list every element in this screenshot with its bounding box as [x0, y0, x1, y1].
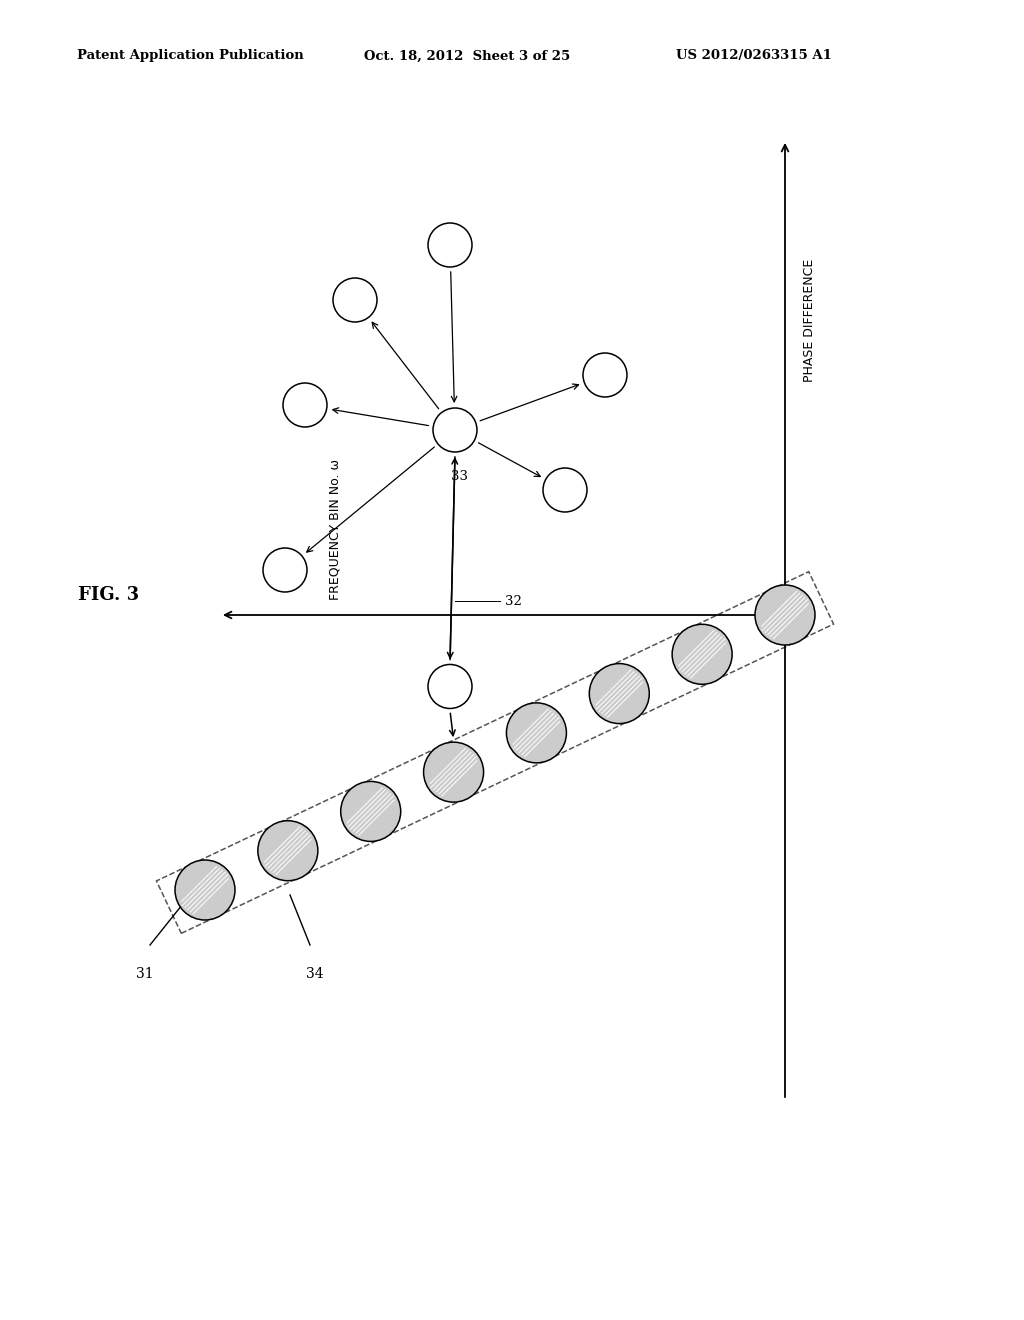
Circle shape [263, 548, 307, 591]
Text: PHASE DIFFERENCE: PHASE DIFFERENCE [803, 259, 816, 381]
Circle shape [672, 624, 732, 684]
Circle shape [333, 279, 377, 322]
Circle shape [589, 664, 649, 723]
Circle shape [283, 383, 327, 426]
Circle shape [583, 352, 627, 397]
Circle shape [755, 585, 815, 645]
Text: 34: 34 [306, 968, 324, 981]
Circle shape [341, 781, 400, 841]
Text: US 2012/0263315 A1: US 2012/0263315 A1 [676, 49, 831, 62]
Circle shape [428, 664, 472, 709]
Circle shape [543, 469, 587, 512]
Text: 32: 32 [505, 594, 522, 607]
Circle shape [433, 408, 477, 451]
Circle shape [428, 223, 472, 267]
Text: Patent Application Publication: Patent Application Publication [77, 49, 303, 62]
Text: Oct. 18, 2012  Sheet 3 of 25: Oct. 18, 2012 Sheet 3 of 25 [364, 49, 569, 62]
Text: 31: 31 [136, 968, 154, 981]
Circle shape [424, 742, 483, 803]
Text: FREQUENCY BIN No. ω: FREQUENCY BIN No. ω [329, 459, 341, 601]
Text: 33: 33 [452, 470, 469, 483]
Text: FIG. 3: FIG. 3 [78, 586, 139, 605]
Circle shape [175, 861, 234, 920]
Circle shape [507, 702, 566, 763]
Circle shape [258, 821, 317, 880]
